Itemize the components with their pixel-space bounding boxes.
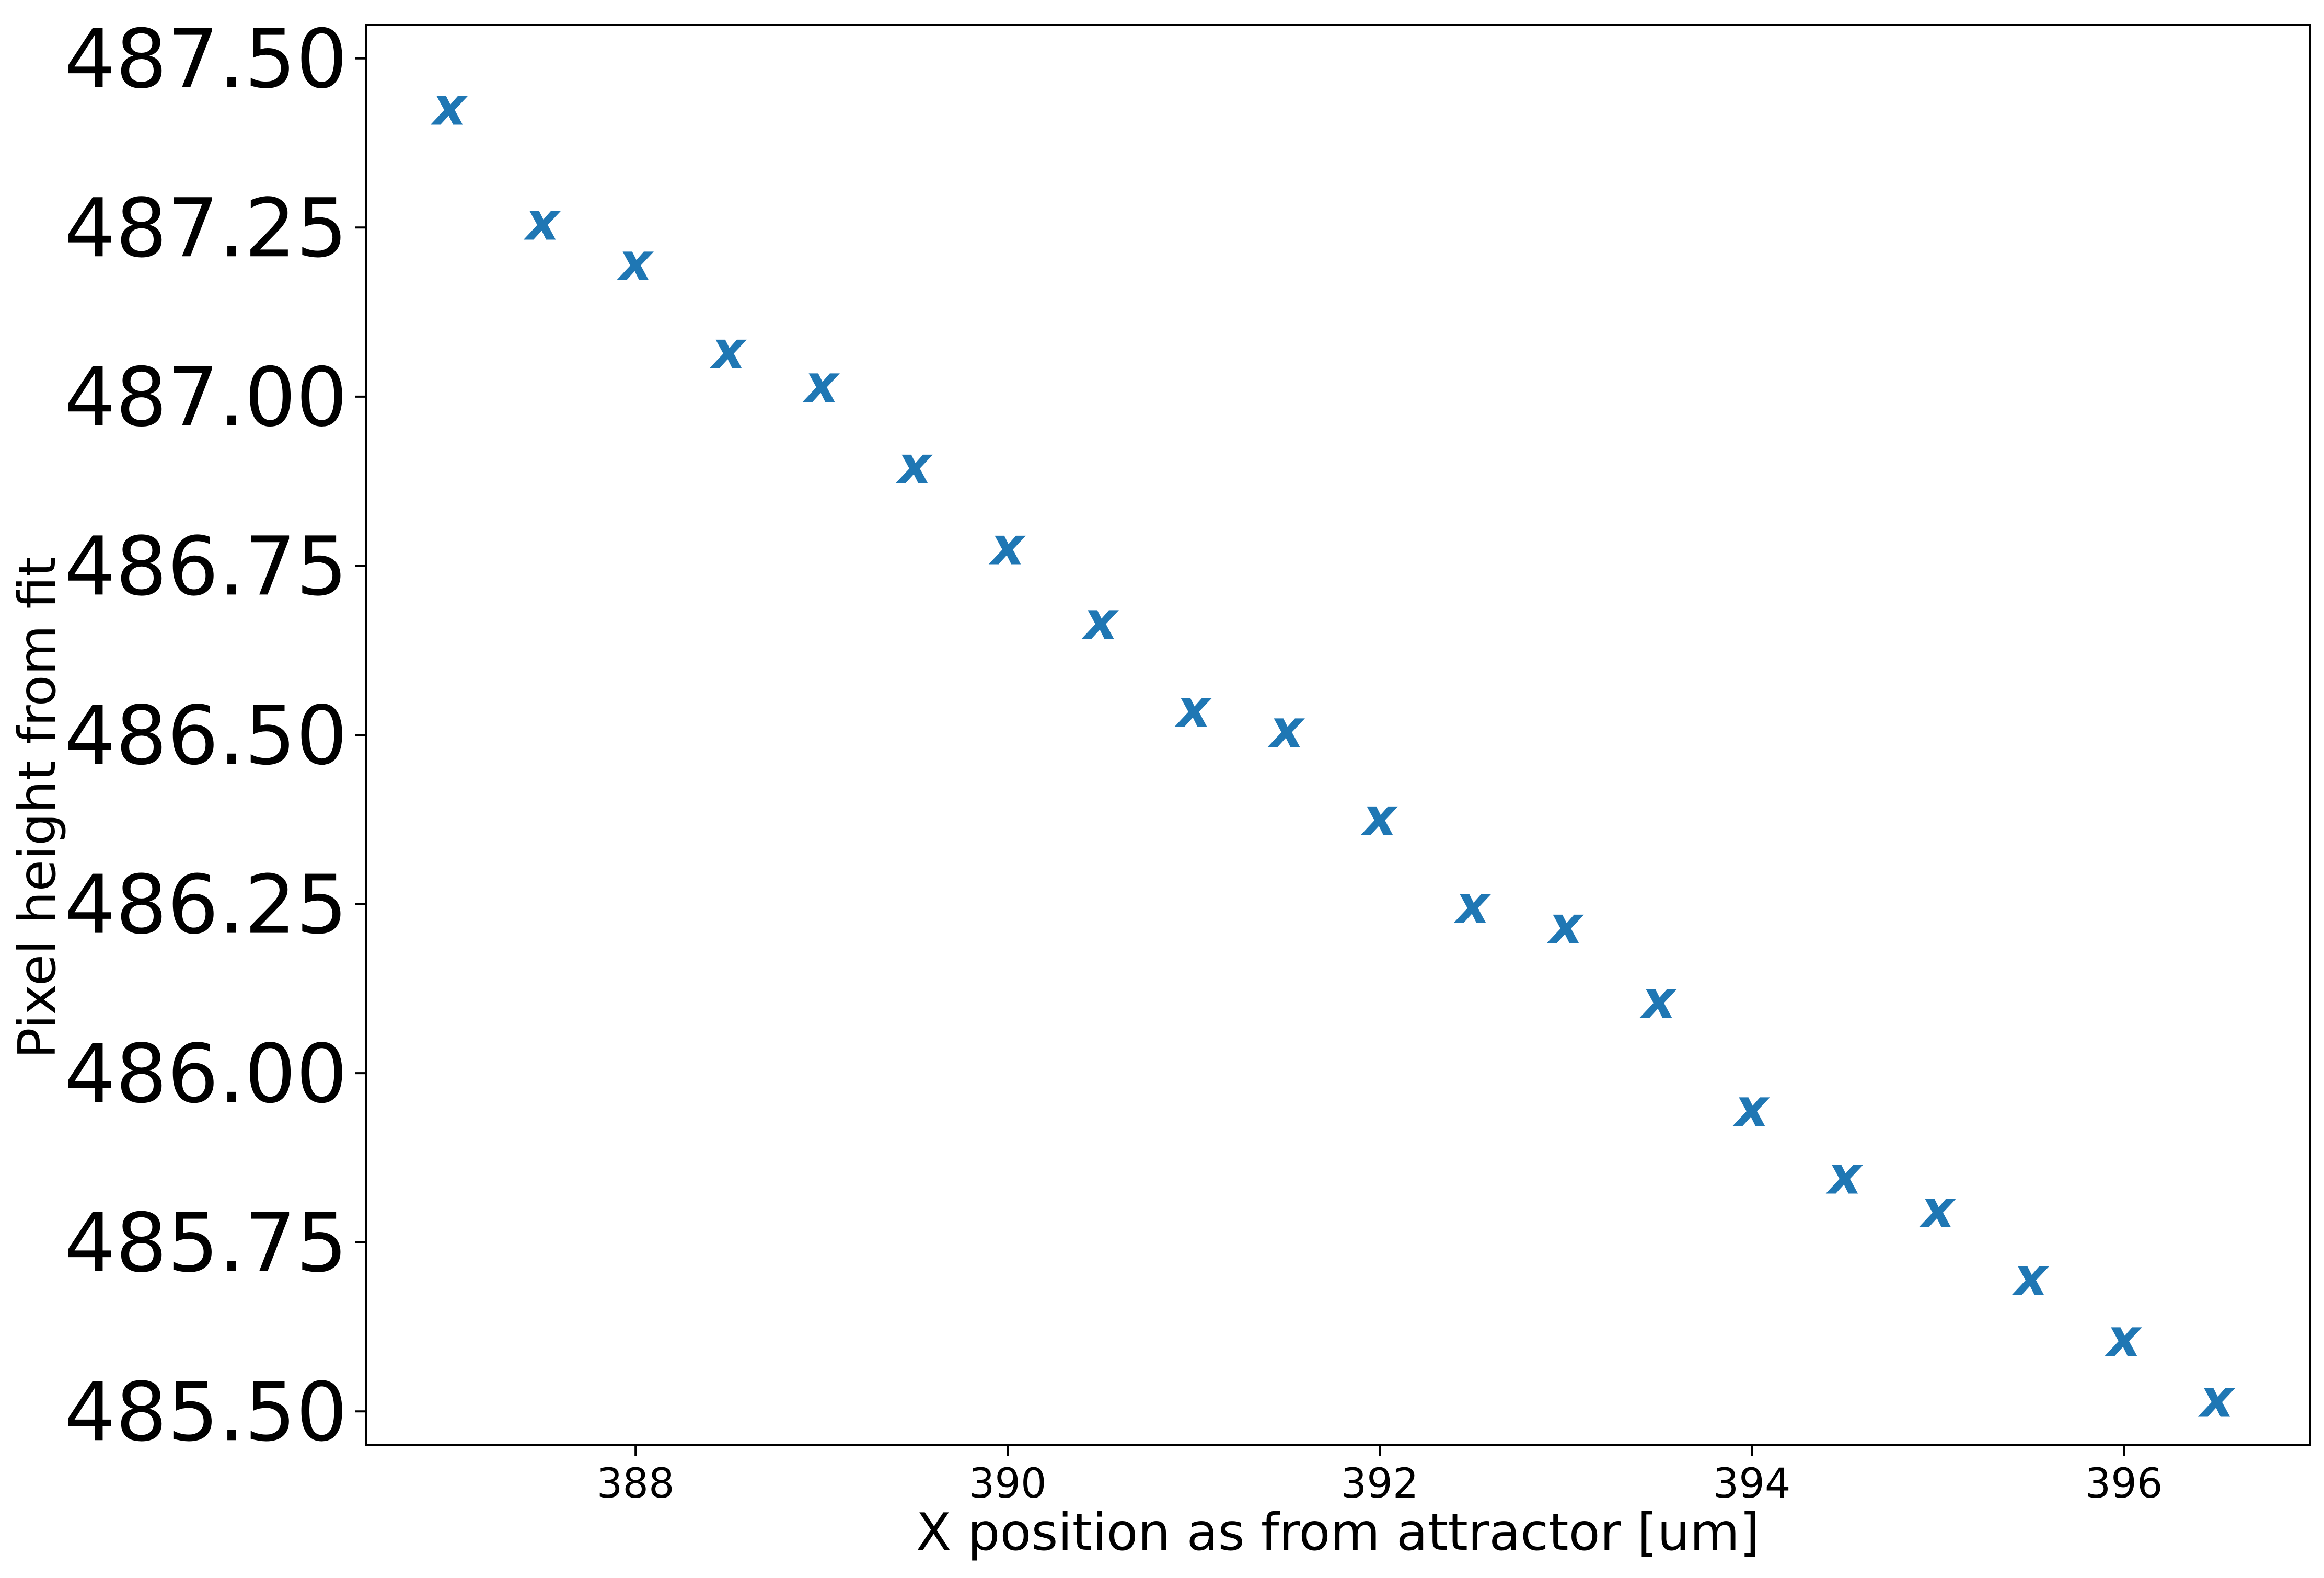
x-tick-label: 392 (1341, 1460, 1419, 1507)
y-tick-label: 486.00 (64, 1027, 348, 1121)
x-tick-label: 394 (1713, 1460, 1791, 1507)
data-point: x (1546, 894, 1585, 955)
data-point: x (895, 434, 933, 496)
data-point: x (709, 319, 747, 381)
y-axis-label: Pixel height from fit (8, 557, 67, 1059)
data-point: x (1174, 678, 1212, 739)
data-point: x (1825, 1145, 1864, 1206)
plot-area (365, 24, 2311, 1446)
data-point: x (2105, 1307, 2143, 1368)
data-point: x (616, 232, 654, 293)
y-tick-label: 485.75 (64, 1196, 348, 1291)
data-point: x (802, 353, 840, 414)
data-point: x (1081, 590, 1119, 651)
y-axis: 485.50 485.75 486.00 486.25 486.50 486.75 487.… (64, 12, 366, 1459)
data-point: x (1267, 698, 1305, 759)
data-point: x (2198, 1368, 2236, 1429)
x-axis: 388 390 392 394 396 (597, 1445, 2163, 1507)
y-tick-label: 487.50 (64, 12, 348, 107)
data-point: x (523, 191, 561, 252)
y-tick-label: 487.00 (64, 350, 348, 445)
x-tick-label: 390 (969, 1460, 1047, 1507)
y-tick-label: 486.25 (64, 858, 348, 952)
x-axis-label: X position as from attractor [um] (916, 1503, 1760, 1562)
x-tick-label: 396 (2085, 1460, 2163, 1507)
y-tick-label: 487.25 (64, 181, 348, 275)
data-point: x (1360, 786, 1398, 847)
x-tick-label: 388 (597, 1460, 675, 1507)
data-point: x (988, 516, 1026, 577)
data-point: x (1732, 1077, 1771, 1138)
y-tick-label: 486.75 (64, 519, 348, 614)
data-point: x (2011, 1246, 2050, 1307)
y-tick-label: 485.50 (64, 1365, 348, 1459)
data-point: x (1639, 969, 1678, 1030)
y-tick-label: 486.50 (64, 688, 348, 783)
data-point: x (430, 76, 468, 137)
data-point: x (1453, 874, 1491, 936)
data-point: x (1918, 1179, 1957, 1240)
